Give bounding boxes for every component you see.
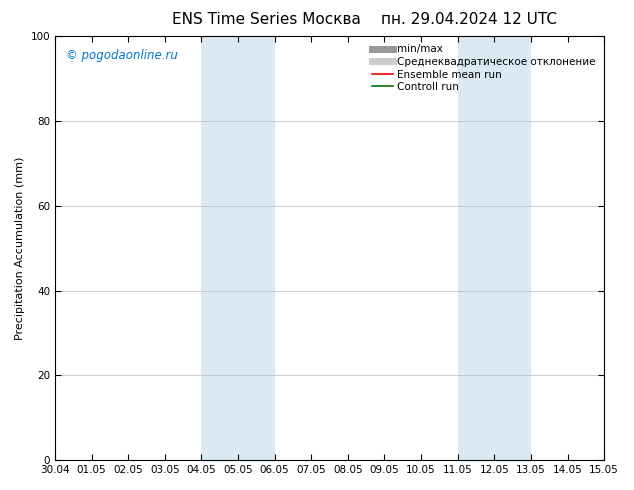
Bar [458, 36, 531, 460]
Legend: min/max, Среднеквадратическое отклонение, Ensemble mean run, Controll run: min/max, Среднеквадратическое отклонение… [369, 41, 599, 96]
Text: пн. 29.04.2024 12 UTC: пн. 29.04.2024 12 UTC [381, 12, 557, 27]
Text: ENS Time Series Москва: ENS Time Series Москва [172, 12, 361, 27]
Text: © pogodaonline.ru: © pogodaonline.ru [66, 49, 178, 62]
Y-axis label: Precipitation Accumulation (mm): Precipitation Accumulation (mm) [15, 156, 25, 340]
Bar [202, 36, 275, 460]
